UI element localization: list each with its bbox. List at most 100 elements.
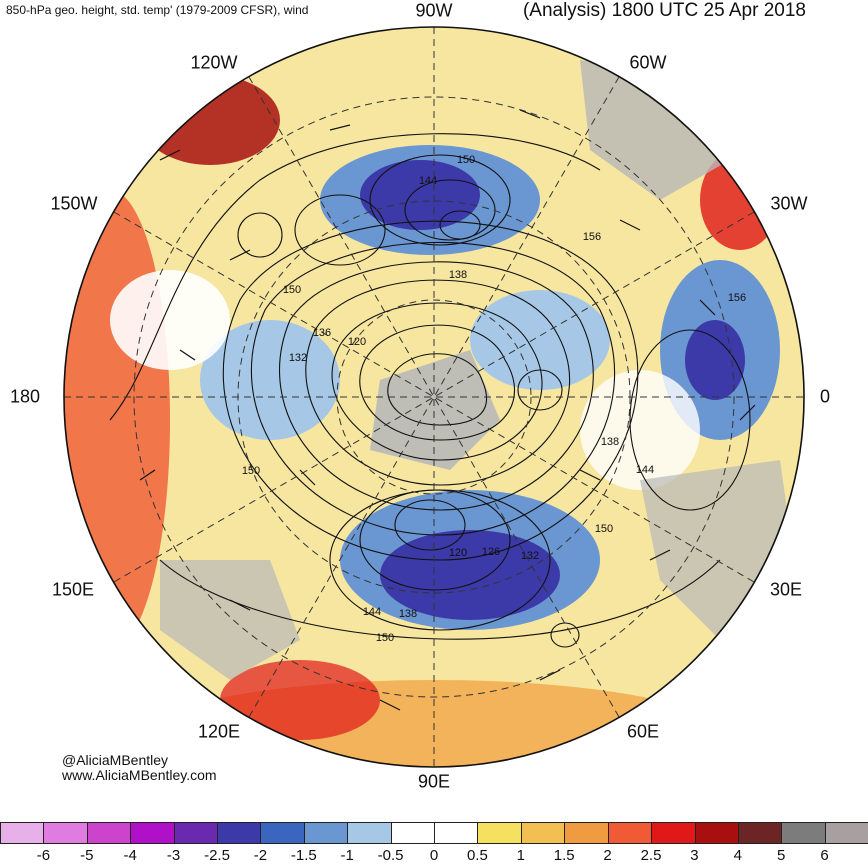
height-contour <box>279 261 594 511</box>
colorbar-swatch <box>477 822 522 844</box>
colorbar-tick-label: -2 <box>253 847 268 864</box>
cool-anomaly-west <box>200 320 340 440</box>
meridian-30w-150e <box>113 211 755 583</box>
height-contour <box>250 241 616 536</box>
height-contour <box>629 329 751 511</box>
contour-label: 156 <box>583 231 601 243</box>
colorbar-tick-label: -3 <box>166 847 181 864</box>
lon-label-120w: 120W <box>190 52 238 73</box>
colorbar-tick-label: -0.5 <box>377 847 404 864</box>
colorbar-swatch <box>737 822 783 844</box>
cold-anomaly-north <box>360 160 480 230</box>
contour-label: 156 <box>728 292 746 304</box>
page-title-right: (Analysis) 1800 UTC 25 Apr 2018 <box>522 0 806 21</box>
colorbar-swatch <box>434 822 479 844</box>
contour-label: 138 <box>601 436 619 448</box>
contour-label: 144 <box>419 175 437 187</box>
lon-label-60e: 60E <box>626 721 660 742</box>
colorbar-swatch <box>520 822 566 844</box>
meridian-60w-120e <box>248 76 620 718</box>
colorbar-swatch <box>43 822 88 844</box>
wind-barb <box>579 469 601 481</box>
height-contour <box>369 154 511 246</box>
height-contour <box>237 212 283 258</box>
colorbar-swatch <box>347 822 392 844</box>
colorbar-tick-label: -1 <box>340 847 354 864</box>
lon-label-60w: 60W <box>629 52 667 73</box>
contour-label: 136 <box>313 327 331 339</box>
contour-label: 150 <box>376 632 394 644</box>
temperature-anomaly-field <box>64 27 804 767</box>
height-contour <box>394 499 466 551</box>
colorbar-swatch <box>651 822 696 844</box>
neutral-patch-west <box>110 270 230 370</box>
colorbar-tick-label: -4 <box>123 847 137 864</box>
hot-anomaly-northwest <box>140 75 280 165</box>
height-contour <box>439 210 481 240</box>
wind-barbs <box>139 109 756 711</box>
colorbar-tick-label: 2.5 <box>640 847 662 864</box>
contour-label: 138 <box>399 608 417 620</box>
latitude-circle <box>336 299 532 495</box>
lon-label-30w: 30W <box>770 193 808 214</box>
cold-anomaly-east <box>685 320 745 400</box>
contour-labels: 150 144 156 138 150 156 136 132 120 138 … <box>242 154 746 644</box>
lon-label-120e: 120E <box>197 721 241 742</box>
lon-label-30e: 30E <box>769 579 803 600</box>
wind-barb <box>739 404 756 421</box>
colorbar-swatch <box>303 822 349 844</box>
colorbar-tick-label: 4 <box>733 847 742 864</box>
height-contour <box>305 279 571 486</box>
cool-anomaly-center <box>470 290 610 390</box>
colorbar-swatch <box>86 822 132 844</box>
colorbar-tick-label: -2.5 <box>204 847 230 864</box>
height-contour <box>159 559 721 640</box>
wind-barb <box>379 699 401 711</box>
credit-website: www.AliciaMBentley.com <box>62 767 217 783</box>
wind-barb <box>179 349 196 361</box>
contour-label: 150 <box>595 523 613 535</box>
colorbar-swatch <box>824 822 868 844</box>
credit-handle: @AliciaMBentley <box>62 752 169 768</box>
height-contour <box>404 179 496 241</box>
graticule <box>64 27 804 767</box>
latitude-circle <box>133 96 735 698</box>
wind-barb <box>519 109 541 119</box>
colorbar-tick-label: 2 <box>603 847 612 864</box>
lon-label-150e: 150E <box>51 579 95 600</box>
colorbar-swatch <box>217 822 262 844</box>
lon-label-180: 180 <box>9 386 41 407</box>
wind-barb <box>329 124 351 131</box>
contour-label: 120 <box>348 336 366 348</box>
colorbar-tick-label: -6 <box>36 847 51 864</box>
colorbar-tick-label: 0.5 <box>466 847 488 864</box>
colorbar-swatch <box>173 822 219 844</box>
colorbar <box>0 822 868 844</box>
colorbar-swatch <box>0 822 45 844</box>
contour-label: 144 <box>636 464 654 476</box>
contour-label: 144 <box>363 606 381 618</box>
wind-barb <box>159 149 181 161</box>
map-boundary <box>63 26 805 768</box>
height-contour <box>517 369 563 411</box>
height-contours <box>109 133 751 648</box>
contour-label: 132 <box>289 352 307 364</box>
meridian-120w-60e <box>248 76 620 718</box>
lon-label-90e: 90E <box>417 771 451 792</box>
wind-barb <box>139 469 156 481</box>
height-contour <box>294 194 386 266</box>
colorbar-swatch <box>564 822 609 844</box>
colorbar-swatch <box>694 822 739 844</box>
colorbar-tick-label: 3 <box>690 847 699 864</box>
colorbar-swatch <box>260 822 305 844</box>
land-australia <box>160 560 300 680</box>
wind-barb <box>539 669 561 681</box>
colorbar-tick-label: 5 <box>777 847 786 864</box>
colorbar-tick-label: -5 <box>80 847 94 864</box>
wind-barb <box>699 299 716 316</box>
colorbar-swatch <box>390 822 436 844</box>
colorbar-swatch <box>607 822 653 844</box>
colorbar-tick-label: 1 <box>516 847 525 864</box>
cold-anomaly-south <box>380 530 560 620</box>
wind-barb <box>229 249 251 261</box>
